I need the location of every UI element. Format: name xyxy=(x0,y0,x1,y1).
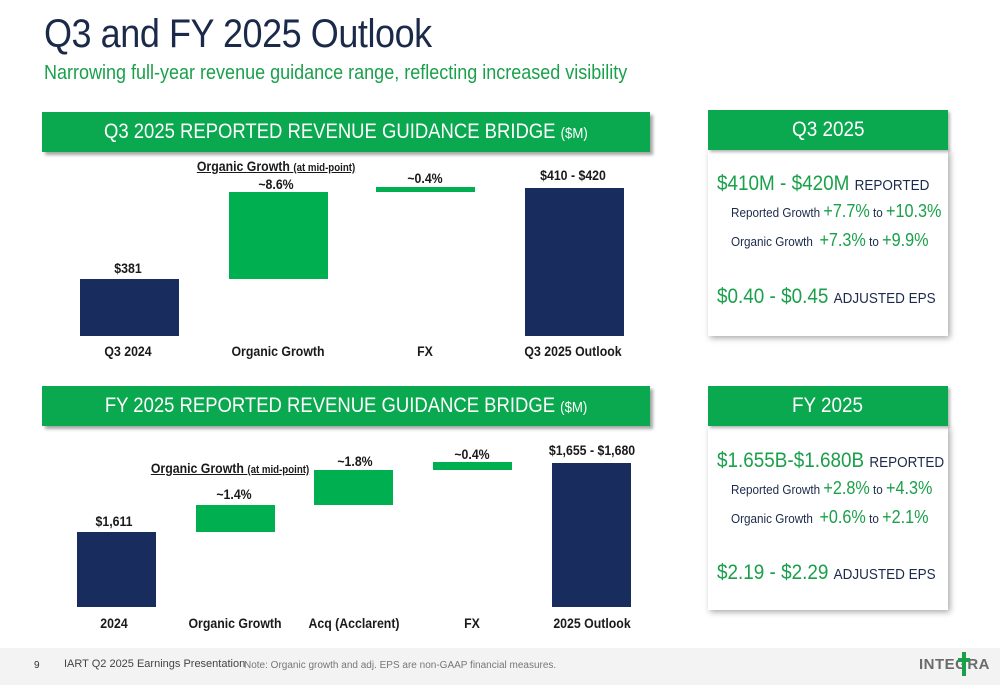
q3-eps-tag: ADJUSTED EPS xyxy=(833,290,936,307)
fy-panel-header: FY 2025 xyxy=(708,386,948,426)
q3-category-label: Q3 2025 Outlook xyxy=(524,343,622,359)
fy-category-label: Acq (Acclarent) xyxy=(308,615,400,631)
q3-reported-growth-row: Reported Growth +7.7% to +10.3% xyxy=(731,201,942,221)
fy-data-label-outlook: $1,655 - $1,680 xyxy=(548,442,636,458)
q3-data-label-fx: ~0.4% xyxy=(407,170,443,186)
fy-eps-tag: ADJUSTED EPS xyxy=(833,566,936,583)
fy-category-label: Organic Growth xyxy=(188,615,282,631)
fy-guidance-panel xyxy=(708,426,948,610)
fy-category-label: 2025 Outlook xyxy=(553,615,631,631)
q3-guidance-panel xyxy=(708,150,948,336)
q3-revenue-tag: REPORTED xyxy=(854,177,930,194)
q3-bar-q3-2025-outlook xyxy=(525,188,624,336)
fy-category-label: 2024 xyxy=(100,615,128,631)
footer: 9 IART Q2 2025 Earnings Presentation Not… xyxy=(0,648,1000,685)
q3-bar-q3-2024 xyxy=(80,279,179,336)
q3-bar-organic-growth xyxy=(229,192,328,279)
page-number: 9 xyxy=(34,660,40,671)
fy-bridge-title: FY 2025 REPORTED REVENUE GUIDANCE BRIDGE xyxy=(104,394,555,417)
q3-panel-header: Q3 2025 xyxy=(708,110,948,150)
q3-category-label: Q3 2024 xyxy=(104,343,152,359)
fy-data-label-fx: ~0.4% xyxy=(454,446,490,462)
q3-bridge-unit: ($M) xyxy=(560,125,588,142)
fy-bar-2024 xyxy=(77,532,156,607)
fy-bar-organic-growth xyxy=(196,505,275,532)
q3-organic-growth-row: Organic Growth +7.3% to +9.9% xyxy=(731,230,929,250)
q3-bridge-banner: Q3 2025 REPORTED REVENUE GUIDANCE BRIDGE… xyxy=(42,112,650,152)
fy-eps-range: $2.19 - $2.29 ADJUSTED EPS xyxy=(717,561,936,584)
q3-data-label-outlook: $410 - $420 xyxy=(540,167,606,183)
fy-data-label-2024: $1,611 xyxy=(95,513,133,529)
q3-data-label-organic-growth: ~8.6% xyxy=(258,176,294,192)
integra-logo-mark-icon xyxy=(958,652,970,676)
q3-category-label: Organic Growth xyxy=(231,343,325,359)
q3-revenue-range: $410M - $420M REPORTED xyxy=(717,172,930,195)
fy-revenue-tag: REPORTED xyxy=(869,454,945,471)
q3-bar-fx xyxy=(376,187,475,192)
presentation-name: IART Q2 2025 Earnings Presentation xyxy=(64,658,246,670)
fy-bar-2025-outlook xyxy=(552,463,631,607)
footer-note: Note: Organic growth and adj. EPS are no… xyxy=(244,660,557,671)
fy-reported-growth-row: Reported Growth +2.8% to +4.3% xyxy=(731,478,933,498)
integra-logo: INTEGRA xyxy=(919,656,990,673)
page-title: Q3 and FY 2025 Outlook xyxy=(44,12,432,56)
fy-organic-growth-header: Organic Growth (at mid-point) xyxy=(150,460,310,476)
q3-category-label: FX xyxy=(417,343,433,359)
q3-data-label-q3-2024: $381 xyxy=(114,260,142,276)
fy-bridge-banner: FY 2025 REPORTED REVENUE GUIDANCE BRIDGE… xyxy=(42,386,650,426)
q3-eps-range: $0.40 - $0.45 ADJUSTED EPS xyxy=(717,285,936,308)
fy-revenue-range: $1.655B-$1.680B REPORTED xyxy=(717,449,945,472)
fy-bar-acq-acclarent xyxy=(314,470,393,505)
fy-organic-growth-row: Organic Growth +0.6% to +2.1% xyxy=(731,507,929,527)
fy-category-label: FX xyxy=(464,615,480,631)
page-subtitle: Narrowing full-year revenue guidance ran… xyxy=(44,62,628,84)
fy-data-label-acq: ~1.8% xyxy=(337,453,373,469)
fy-bar-fx xyxy=(433,462,512,470)
q3-bridge-title: Q3 2025 REPORTED REVENUE GUIDANCE BRIDGE xyxy=(104,120,556,143)
q3-organic-growth-header: Organic Growth (at mid-point) xyxy=(196,158,356,174)
fy-bridge-unit: ($M) xyxy=(560,399,588,416)
fy-data-label-organic-growth: ~1.4% xyxy=(216,486,252,502)
